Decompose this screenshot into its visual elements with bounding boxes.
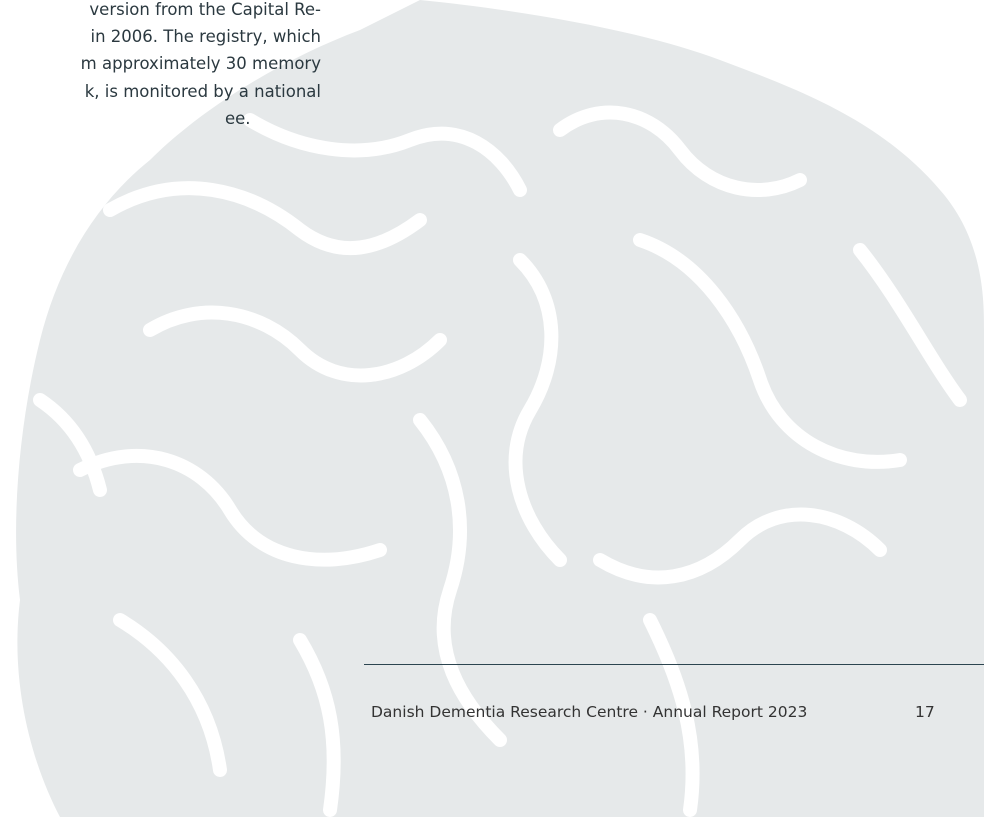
footer-rule — [364, 664, 984, 665]
footer-text: Danish Dementia Research Centre · Annual… — [371, 703, 807, 721]
body-text-line: m approximately 30 memory — [81, 54, 321, 73]
page-number: 17 — [915, 703, 935, 721]
brain-illustration — [0, 0, 984, 817]
body-text-line: k, is monitored by a national — [85, 82, 321, 101]
page: version from the Capital Re- in 2006. Th… — [0, 0, 984, 817]
body-text-line: in 2006. The registry, which — [90, 27, 321, 46]
body-text-line: ee. — [225, 109, 251, 128]
body-text-line: version from the Capital Re- — [89, 0, 321, 19]
